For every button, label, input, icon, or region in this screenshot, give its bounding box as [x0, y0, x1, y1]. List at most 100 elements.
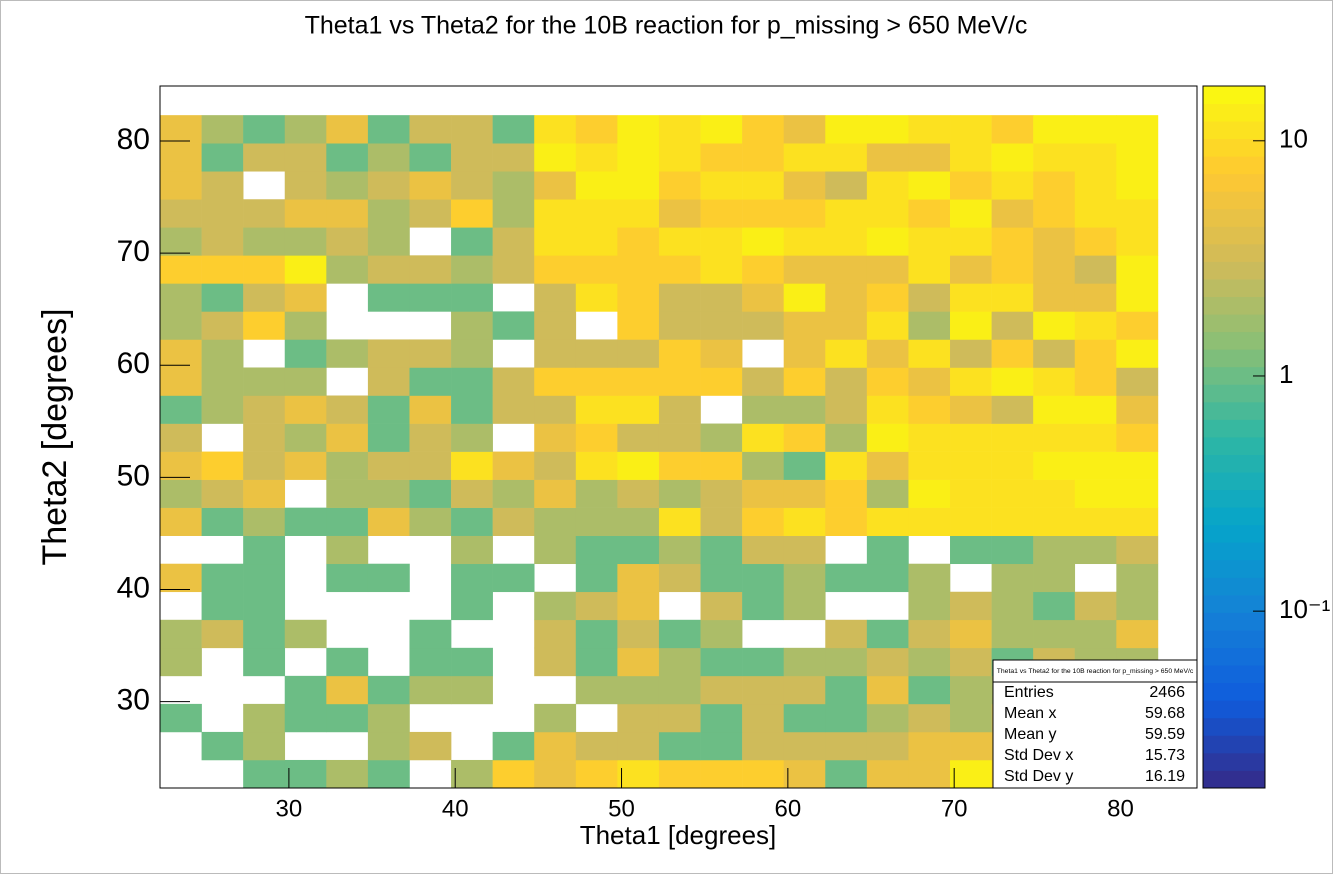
- heatmap-cell: [991, 423, 1034, 452]
- heatmap-cell: [451, 367, 493, 396]
- heatmap-cell: [991, 115, 1034, 144]
- heatmap-cell: [617, 479, 660, 508]
- heatmap-cell: [451, 591, 493, 621]
- heatmap-cell: [534, 759, 577, 789]
- heatmap-cell: [783, 115, 826, 144]
- x-tick-label: 30: [276, 795, 303, 822]
- colorbar-band: [1203, 524, 1265, 543]
- heatmap-cell: [201, 619, 244, 649]
- y-tick-label: 80: [117, 123, 150, 156]
- heatmap-cell: [1074, 199, 1117, 228]
- heatmap-cell: [575, 675, 618, 705]
- heatmap-cell: [534, 171, 577, 200]
- heatmap-cell: [908, 759, 951, 789]
- heatmap-cell: [700, 619, 743, 649]
- heatmap-cell: [1033, 563, 1076, 593]
- heatmap-cell: [783, 731, 826, 761]
- heatmap-cell: [160, 199, 202, 228]
- heatmap-cell: [658, 311, 701, 340]
- heatmap-cell: [783, 339, 826, 368]
- heatmap-cell: [700, 759, 743, 789]
- heatmap-cell: [367, 759, 410, 789]
- heatmap-cell: [991, 395, 1034, 424]
- heatmap-cell: [492, 759, 535, 789]
- heatmap-cell: [451, 507, 493, 536]
- heatmap-cell: [742, 395, 784, 424]
- heatmap-cell: [284, 199, 327, 228]
- stats-label: Mean x: [1004, 705, 1056, 722]
- heatmap-cell: [409, 283, 452, 312]
- x-tick-label: 80: [1107, 795, 1134, 822]
- colorbar-band: [1203, 296, 1265, 315]
- heatmap-cell: [783, 535, 826, 565]
- heatmap-cell: [243, 479, 286, 508]
- heatmap-cell: [534, 311, 577, 340]
- heatmap-cell: [1074, 311, 1117, 340]
- heatmap-cell: [658, 255, 701, 284]
- heatmap-cell: [367, 367, 410, 396]
- heatmap-cell: [783, 311, 826, 340]
- heatmap-cell: [451, 255, 493, 284]
- heatmap-cell: [326, 255, 369, 284]
- heatmap-cell: [783, 423, 826, 452]
- heatmap-cell: [1074, 395, 1117, 424]
- heatmap-cell: [617, 283, 660, 312]
- heatmap-cell: [825, 451, 868, 480]
- heatmap-cell: [908, 647, 951, 677]
- heatmap-cell: [492, 255, 535, 284]
- heatmap-cell: [534, 535, 577, 565]
- heatmap-cell: [700, 199, 743, 228]
- heatmap-cell: [451, 479, 493, 508]
- heatmap-cell: [783, 227, 826, 256]
- x-tick-label: 50: [608, 795, 635, 822]
- colorbar-band: [1203, 419, 1265, 438]
- heatmap-cell: [742, 535, 784, 565]
- heatmap-cell: [783, 199, 826, 228]
- heatmap-cell: [825, 703, 868, 733]
- heatmap-cell: [658, 199, 701, 228]
- colorbar-band: [1203, 138, 1265, 157]
- heatmap-cell: [492, 115, 535, 144]
- heatmap-cell: [367, 731, 410, 761]
- heatmap-cell: [825, 283, 868, 312]
- heatmap-cell: [783, 283, 826, 312]
- heatmap-cell: [783, 255, 826, 284]
- x-tick-label: 40: [442, 795, 469, 822]
- heatmap-cell: [700, 451, 743, 480]
- heatmap-cell: [534, 339, 577, 368]
- heatmap-cell: [575, 423, 618, 452]
- heatmap-cell: [991, 283, 1034, 312]
- heatmap-cell: [866, 563, 909, 593]
- heatmap-cell: [950, 759, 992, 789]
- heatmap-cell: [658, 283, 701, 312]
- heatmap-cell: [367, 255, 410, 284]
- heatmap-cell: [742, 507, 784, 536]
- heatmap-cell: [1033, 311, 1076, 340]
- heatmap-cell: [409, 507, 452, 536]
- heatmap-cell: [451, 143, 493, 172]
- heatmap-cell: [950, 731, 992, 761]
- colorbar-band: [1203, 612, 1265, 631]
- heatmap-cell: [160, 171, 202, 200]
- heatmap-cell: [284, 255, 327, 284]
- heatmap-cell: [1033, 619, 1076, 649]
- heatmap-cell: [742, 115, 784, 144]
- heatmap-cell: [367, 507, 410, 536]
- heatmap-cell: [658, 703, 701, 733]
- heatmap-cell: [783, 171, 826, 200]
- colorbar-band: [1203, 331, 1265, 350]
- heatmap-cell: [742, 311, 784, 340]
- heatmap-cell: [783, 563, 826, 593]
- heatmap-cell: [243, 591, 286, 621]
- heatmap-cell: [1074, 451, 1117, 480]
- heatmap-cell: [451, 451, 493, 480]
- colorbar-band: [1203, 349, 1265, 368]
- heatmap-cell: [451, 647, 493, 677]
- heatmap-cell: [950, 227, 992, 256]
- colorbar-band: [1203, 384, 1265, 403]
- heatmap-cell: [160, 283, 202, 312]
- heatmap-cell: [326, 479, 369, 508]
- heatmap-cell: [534, 647, 577, 677]
- colorbar-band: [1203, 261, 1265, 280]
